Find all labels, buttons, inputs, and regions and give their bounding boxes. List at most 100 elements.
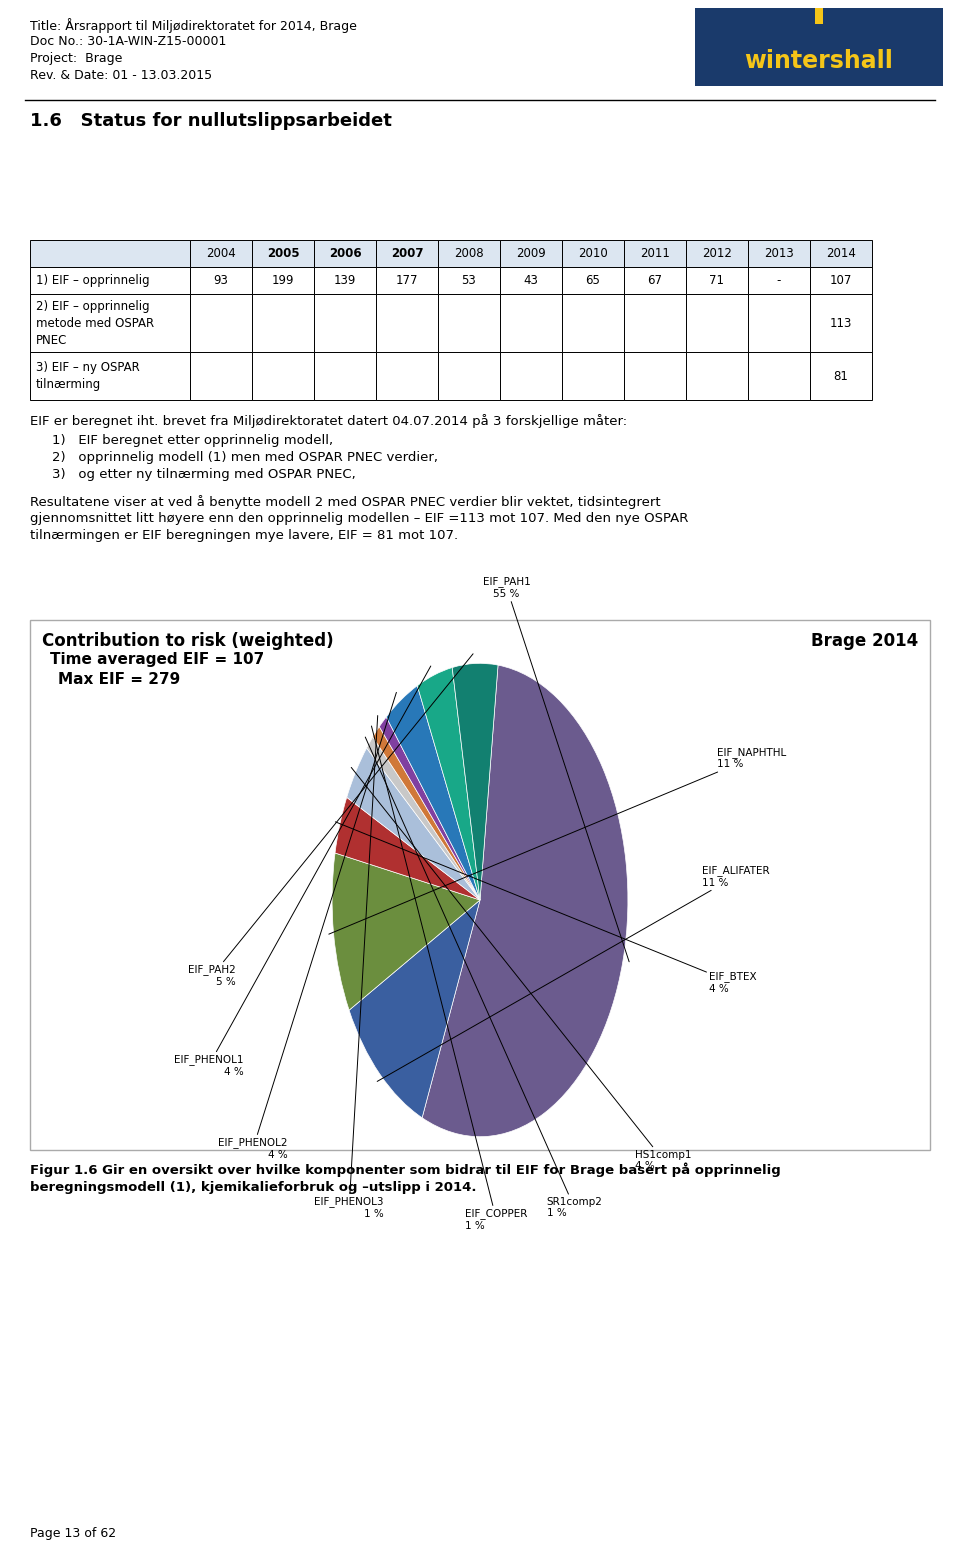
Wedge shape [349,900,480,1118]
Bar [562,352,624,400]
Bar [190,294,252,352]
Bar [314,294,376,352]
Bar [686,240,748,266]
Bar [438,266,500,294]
Wedge shape [379,716,480,900]
Text: EIF_ALIFATER
11 %: EIF_ALIFATER 11 % [377,866,770,1082]
Text: 53: 53 [462,274,476,286]
Bar [376,294,438,352]
Text: -: - [777,274,781,286]
Bar [624,266,686,294]
Bar [748,294,810,352]
Bar [252,266,314,294]
Bar [438,352,500,400]
Bar [624,240,686,266]
Text: 177: 177 [396,274,419,286]
Text: EIF_BTEX
4 %: EIF_BTEX 4 % [335,822,756,993]
Text: 2010: 2010 [578,248,608,260]
Bar [562,240,624,266]
Text: 71: 71 [709,274,725,286]
Bar [686,352,748,400]
Text: 2012: 2012 [702,248,732,260]
Bar [30,620,930,1151]
Text: Project:  Brage: Project: Brage [30,51,122,65]
Text: EIF_PHENOL2
4 %: EIF_PHENOL2 4 % [218,693,396,1160]
Bar [30,266,190,294]
Bar [190,266,252,294]
Bar [810,266,872,294]
Bar [30,240,190,266]
Wedge shape [372,727,480,900]
Text: Figur 1.6 Gir en oversikt over hvilke komponenter som bidrar til EIF for Brage b: Figur 1.6 Gir en oversikt over hvilke ko… [30,1162,780,1177]
Text: 2)   opprinnelig modell (1) men med OSPAR PNEC verdier,: 2) opprinnelig modell (1) men med OSPAR … [52,452,438,464]
Wedge shape [386,685,480,900]
Text: EIF_COPPER
1 %: EIF_COPPER 1 % [372,726,528,1230]
Text: Doc No.: 30-1A-WIN-Z15-00001: Doc No.: 30-1A-WIN-Z15-00001 [30,34,227,48]
Bar [686,294,748,352]
Bar [438,294,500,352]
Text: tilnærmingen er EIF beregningen mye lavere, EIF = 81 mot 107.: tilnærmingen er EIF beregningen mye lave… [30,529,458,542]
Bar [500,352,562,400]
Bar [748,240,810,266]
Bar [686,266,748,294]
Bar [562,266,624,294]
Bar [376,240,438,266]
Text: Title: Årsrapport til Miljødirektoratet for 2014, Brage: Title: Årsrapport til Miljødirektoratet … [30,19,357,33]
Text: Time averaged EIF = 107: Time averaged EIF = 107 [50,652,264,666]
Text: 2014: 2014 [826,248,856,260]
Text: 2004: 2004 [206,248,236,260]
Wedge shape [335,797,480,900]
Bar [314,240,376,266]
Bar [695,8,943,86]
Bar [190,352,252,400]
Text: 2013: 2013 [764,248,794,260]
Text: 65: 65 [586,274,600,286]
Bar [624,352,686,400]
Text: 2007: 2007 [391,248,423,260]
Text: Resultatene viser at ved å benytte modell 2 med OSPAR PNEC verdier blir vektet, : Resultatene viser at ved å benytte model… [30,495,660,509]
Text: 113: 113 [829,316,852,330]
Bar [810,294,872,352]
Text: 107: 107 [829,274,852,286]
Wedge shape [347,747,480,900]
Text: 139: 139 [334,274,356,286]
Bar [190,240,252,266]
Wedge shape [332,853,480,1010]
Text: wintershall: wintershall [745,48,894,73]
Text: 199: 199 [272,274,295,286]
Bar [500,240,562,266]
Wedge shape [418,668,480,900]
Bar [500,266,562,294]
Wedge shape [422,665,628,1137]
Text: 43: 43 [523,274,539,286]
Text: 67: 67 [647,274,662,286]
Wedge shape [367,736,480,900]
Bar [314,266,376,294]
Bar [810,240,872,266]
Text: beregningsmodell (1), kjemikalieforbruk og –utslipp i 2014.: beregningsmodell (1), kjemikalieforbruk … [30,1182,476,1194]
Text: 1)   EIF beregnet etter opprinnelig modell,: 1) EIF beregnet etter opprinnelig modell… [52,434,333,447]
Bar [252,352,314,400]
Text: gjennomsnittet litt høyere enn den opprinnelig modellen – EIF =113 mot 107. Med : gjennomsnittet litt høyere enn den oppri… [30,512,688,525]
Text: 3)   og etter ny tilnærming med OSPAR PNEC,: 3) og etter ny tilnærming med OSPAR PNEC… [52,469,356,481]
Bar [624,294,686,352]
Text: 2006: 2006 [328,248,361,260]
Text: Max EIF = 279: Max EIF = 279 [58,673,180,687]
Text: 93: 93 [213,274,228,286]
Bar [252,240,314,266]
Bar [438,240,500,266]
Text: 2009: 2009 [516,248,546,260]
Bar [376,266,438,294]
Bar [252,294,314,352]
Text: HS1comp1
4 %: HS1comp1 4 % [351,768,692,1171]
Text: 81: 81 [833,369,849,383]
Bar [810,352,872,400]
Text: EIF_PAH1
55 %: EIF_PAH1 55 % [483,576,629,962]
Text: 1) EIF – opprinnelig: 1) EIF – opprinnelig [36,274,150,286]
Text: Rev. & Date: 01 - 13.03.2015: Rev. & Date: 01 - 13.03.2015 [30,69,212,83]
Bar [376,352,438,400]
Text: SR1comp2
1 %: SR1comp2 1 % [365,736,603,1219]
Text: Page 13 of 62: Page 13 of 62 [30,1527,116,1540]
Text: 2008: 2008 [454,248,484,260]
Text: 3) EIF – ny OSPAR
tilnærming: 3) EIF – ny OSPAR tilnærming [36,361,140,391]
